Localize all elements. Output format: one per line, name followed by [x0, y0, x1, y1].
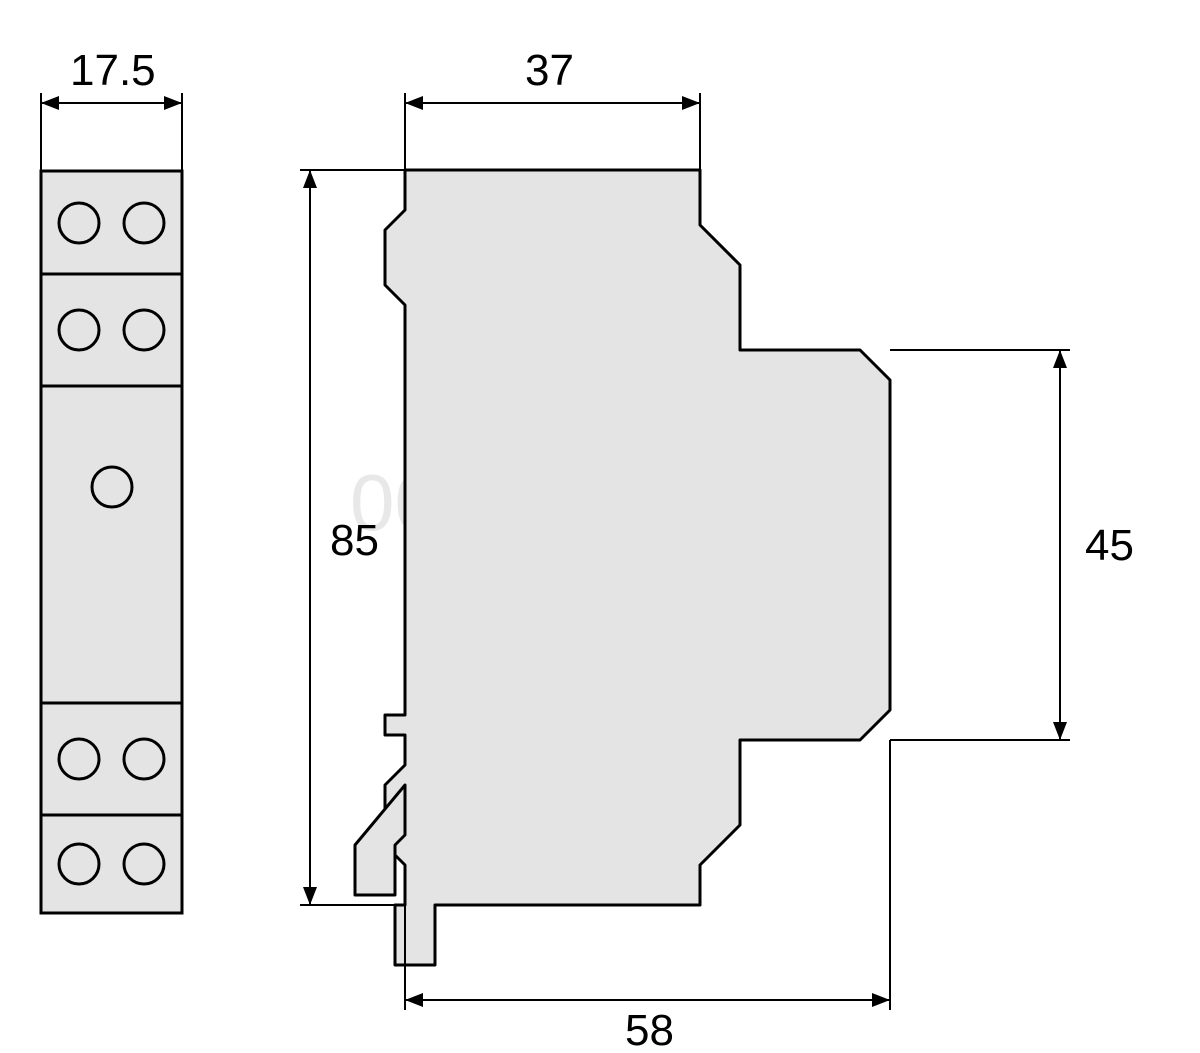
dim-label: 17.5	[70, 46, 156, 95]
dim-arrow	[682, 96, 700, 110]
front-view	[41, 171, 182, 913]
dim-arrow	[1053, 722, 1067, 740]
dim-label: 85	[330, 516, 379, 565]
dim-arrow	[41, 96, 59, 110]
dim-arrow	[872, 993, 890, 1007]
rail-clip	[355, 785, 405, 895]
dim-arrow	[405, 96, 423, 110]
front-body	[41, 171, 182, 913]
dim-arrow	[164, 96, 182, 110]
dim-arrow	[1053, 350, 1067, 368]
side-view	[355, 170, 890, 965]
dimension-drawing: 001.com.ua 17.537854558	[0, 0, 1200, 1053]
side-body	[385, 170, 890, 965]
dim-label: 58	[625, 1006, 674, 1053]
dim-arrow	[303, 170, 317, 188]
dim-label: 37	[525, 46, 574, 95]
dim-label: 45	[1085, 521, 1134, 570]
dim-arrow	[405, 993, 423, 1007]
dim-arrow	[303, 887, 317, 905]
